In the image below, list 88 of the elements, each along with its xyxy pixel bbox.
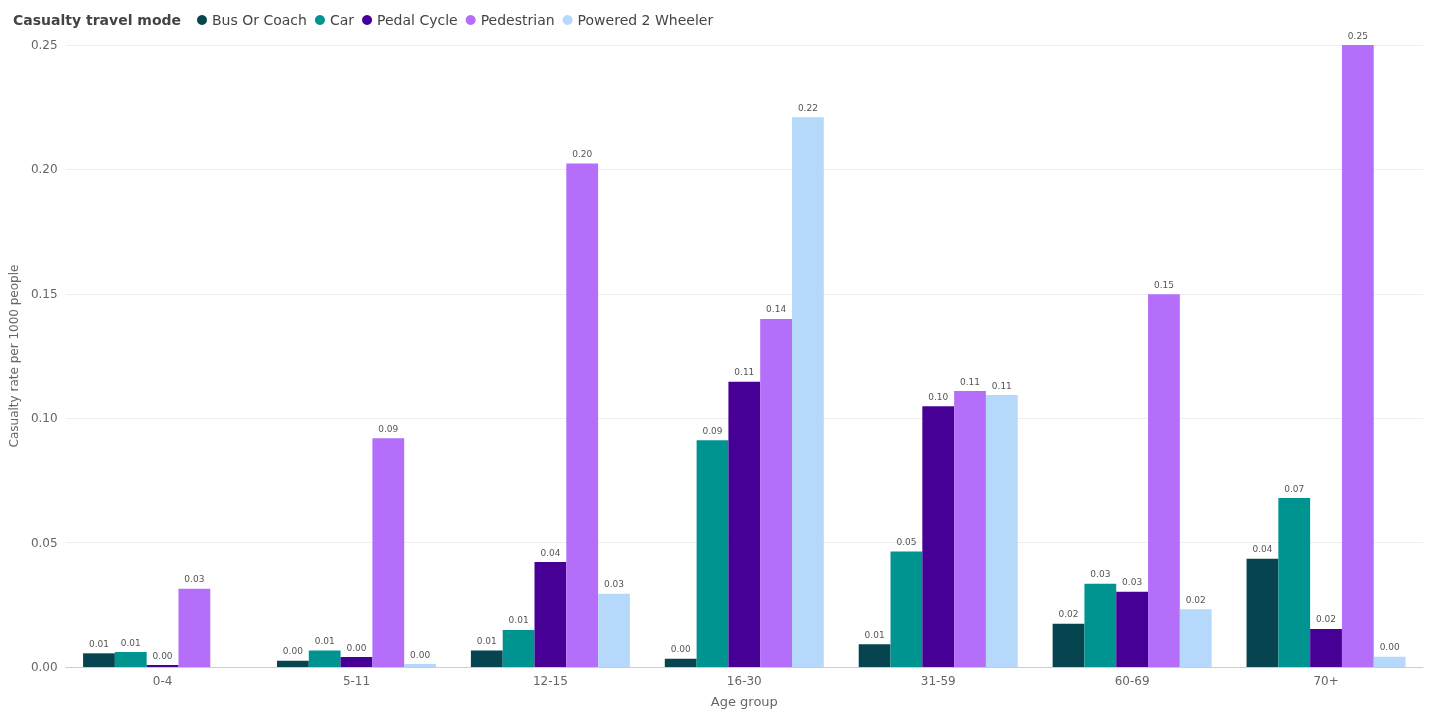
legend-label: Bus Or Coach	[212, 12, 307, 28]
data-label: 0.02	[1058, 609, 1079, 620]
legend-label: Powered 2 Wheeler	[577, 12, 714, 28]
data-label: 0.09	[702, 425, 723, 436]
data-label: 0.01	[120, 637, 141, 648]
bar	[340, 657, 373, 667]
bar	[760, 318, 793, 667]
x-tick-label: 12-15	[532, 674, 568, 688]
data-label: 0.11	[960, 376, 981, 387]
data-label: 0.01	[864, 629, 885, 640]
data-label: 0.00	[282, 646, 304, 657]
data-label: 0.03	[1090, 569, 1111, 580]
bar	[83, 653, 115, 667]
data-label: 0.00	[1379, 642, 1400, 653]
x-tick-label: 31-59	[920, 674, 956, 688]
bar	[890, 551, 923, 667]
data-label: 0.11	[734, 367, 755, 378]
bar	[858, 644, 891, 667]
data-label: 0.00	[152, 650, 173, 661]
bar	[696, 440, 729, 667]
bar	[1148, 294, 1180, 667]
bar	[985, 395, 1018, 667]
data-label: 0.02	[1185, 594, 1206, 605]
data-label: 0.20	[572, 148, 593, 159]
data-label: 0.11	[991, 380, 1012, 391]
y-tick-label: 0.25	[30, 38, 58, 52]
bar	[308, 650, 341, 667]
legend-label: Pedestrian	[480, 12, 555, 28]
bar	[1084, 583, 1117, 667]
x-tick-label: 5-11	[342, 674, 371, 688]
bar	[598, 593, 630, 667]
data-label: 0.10	[928, 391, 949, 402]
data-label: 0.00	[670, 644, 691, 655]
data-label: 0.22	[797, 102, 818, 113]
data-label: 0.25	[1347, 30, 1368, 41]
bar	[372, 438, 405, 667]
data-label: 0.15	[1153, 279, 1174, 290]
y-tick-label: 0.15	[30, 286, 58, 301]
y-tick-label: 0.05	[30, 535, 58, 550]
data-label: 0.07	[1284, 483, 1305, 494]
data-label: 0.09	[378, 423, 399, 434]
bar	[922, 406, 955, 667]
y-axis-title: Casualty rate per 1000 people	[7, 264, 21, 448]
bar	[276, 660, 309, 667]
x-tick-label: 0-4	[152, 674, 173, 688]
x-axis-title: Age group	[710, 694, 778, 709]
bar	[1052, 623, 1085, 667]
data-label: 0.03	[603, 579, 625, 590]
x-tick-label: 16-30	[726, 674, 762, 688]
data-label: 0.01	[88, 638, 109, 649]
bar	[728, 381, 761, 667]
data-label: 0.01	[508, 615, 529, 626]
bar	[502, 629, 535, 667]
bar	[792, 117, 824, 667]
bar	[1246, 558, 1279, 667]
bar	[470, 650, 503, 667]
data-label: 0.04	[1252, 544, 1273, 555]
y-tick-label: 0.20	[30, 162, 58, 177]
data-label: 0.00	[410, 649, 431, 660]
y-tick-label: 0.10	[30, 411, 58, 426]
bar	[1373, 656, 1406, 667]
data-label: 0.03	[1122, 577, 1143, 588]
data-label: 0.01	[314, 636, 335, 647]
x-tick-label: 60-69	[1114, 674, 1150, 688]
bar	[664, 658, 697, 667]
data-label: 0.00	[346, 642, 367, 653]
bar	[1179, 609, 1212, 667]
bar	[114, 652, 147, 667]
bar	[404, 664, 436, 667]
bar	[1278, 498, 1311, 667]
legend-label: Car	[329, 12, 355, 28]
bar	[1116, 591, 1149, 667]
bar	[534, 562, 567, 667]
x-tick-label: 70+	[1313, 674, 1339, 688]
bar	[178, 588, 211, 667]
data-label: 0.05	[896, 537, 917, 548]
bar	[566, 163, 599, 667]
legend-label: Pedal Cycle	[377, 12, 458, 28]
data-label: 0.03	[184, 574, 205, 585]
data-label: 0.14	[766, 304, 787, 315]
bar	[1341, 45, 1374, 667]
bar	[1310, 628, 1342, 667]
bar	[954, 391, 986, 667]
y-tick-label: 0.00	[30, 660, 58, 674]
data-label: 0.01	[476, 636, 497, 647]
legend-title: Casualty travel mode	[13, 12, 182, 28]
data-label: 0.02	[1316, 614, 1337, 625]
data-label: 0.04	[540, 547, 561, 558]
